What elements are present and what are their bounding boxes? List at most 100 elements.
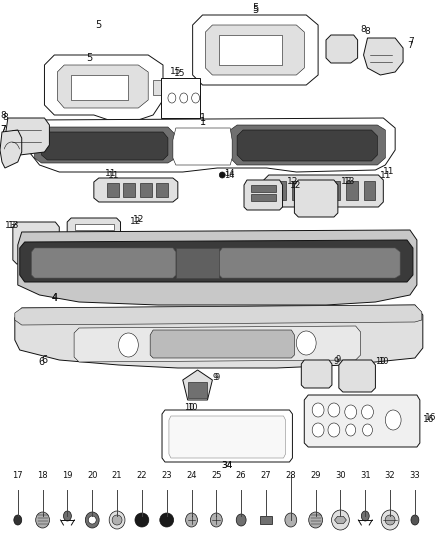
Text: 7: 7 — [0, 125, 6, 134]
Text: 30: 30 — [335, 471, 346, 480]
Ellipse shape — [297, 331, 316, 355]
Polygon shape — [260, 516, 272, 524]
Polygon shape — [275, 181, 286, 200]
Ellipse shape — [168, 93, 176, 103]
Polygon shape — [162, 410, 293, 462]
Polygon shape — [20, 240, 413, 282]
Polygon shape — [15, 305, 423, 368]
Polygon shape — [176, 248, 219, 278]
Polygon shape — [219, 35, 282, 65]
Text: 8: 8 — [360, 26, 367, 35]
Polygon shape — [205, 25, 304, 75]
Polygon shape — [173, 128, 232, 165]
Text: 14: 14 — [224, 171, 234, 180]
Polygon shape — [156, 183, 168, 197]
Text: 1: 1 — [199, 113, 205, 123]
Polygon shape — [339, 360, 375, 392]
Polygon shape — [335, 516, 346, 523]
Polygon shape — [183, 370, 212, 400]
Text: 14: 14 — [224, 168, 234, 177]
Polygon shape — [107, 183, 119, 197]
Text: 7: 7 — [0, 125, 6, 134]
Ellipse shape — [35, 512, 49, 528]
Polygon shape — [264, 175, 383, 207]
Polygon shape — [32, 248, 176, 278]
Ellipse shape — [109, 511, 125, 529]
Ellipse shape — [309, 512, 322, 528]
Polygon shape — [18, 230, 417, 305]
Text: 9: 9 — [213, 374, 218, 383]
Polygon shape — [94, 178, 178, 202]
Text: 6: 6 — [42, 355, 47, 365]
Ellipse shape — [160, 513, 173, 527]
Ellipse shape — [411, 515, 419, 525]
Polygon shape — [74, 326, 360, 362]
Text: 18: 18 — [37, 471, 48, 480]
Polygon shape — [153, 80, 168, 95]
Polygon shape — [161, 78, 200, 118]
Polygon shape — [346, 181, 357, 200]
Ellipse shape — [361, 511, 369, 521]
Ellipse shape — [312, 423, 324, 437]
Ellipse shape — [332, 510, 350, 530]
Polygon shape — [75, 242, 113, 248]
Text: 28: 28 — [286, 471, 296, 480]
Ellipse shape — [385, 515, 395, 525]
Text: 4: 4 — [51, 293, 57, 303]
Text: 11: 11 — [383, 167, 395, 176]
Text: 13: 13 — [5, 221, 17, 230]
Text: 7: 7 — [407, 41, 413, 50]
Ellipse shape — [312, 403, 324, 417]
Polygon shape — [140, 183, 152, 197]
Ellipse shape — [385, 410, 401, 430]
Text: 10: 10 — [184, 403, 195, 413]
Text: 26: 26 — [236, 471, 247, 480]
Ellipse shape — [210, 513, 222, 527]
Text: 5: 5 — [252, 3, 258, 13]
Text: 4: 4 — [51, 293, 57, 303]
Text: 19: 19 — [62, 471, 73, 480]
Polygon shape — [230, 125, 385, 165]
Polygon shape — [57, 65, 148, 108]
Text: 16: 16 — [425, 414, 436, 423]
Polygon shape — [124, 183, 135, 197]
Polygon shape — [5, 118, 49, 155]
Polygon shape — [364, 181, 375, 200]
Text: 6: 6 — [39, 357, 45, 367]
Text: 10: 10 — [375, 358, 385, 367]
Text: 9: 9 — [335, 356, 340, 365]
Ellipse shape — [119, 333, 138, 357]
Polygon shape — [71, 75, 128, 100]
Polygon shape — [188, 382, 208, 398]
Ellipse shape — [14, 515, 22, 525]
Polygon shape — [293, 181, 304, 200]
Text: 8: 8 — [2, 114, 8, 123]
Text: 5: 5 — [95, 20, 102, 30]
Text: 1: 1 — [199, 117, 205, 127]
Ellipse shape — [381, 510, 399, 530]
Polygon shape — [75, 234, 113, 240]
Ellipse shape — [88, 516, 96, 524]
Polygon shape — [193, 15, 318, 85]
Polygon shape — [35, 127, 176, 163]
Text: 21: 21 — [112, 471, 122, 480]
Text: 29: 29 — [311, 471, 321, 480]
Polygon shape — [326, 35, 357, 63]
Text: 27: 27 — [261, 471, 271, 480]
Polygon shape — [301, 360, 332, 388]
Text: 11: 11 — [105, 168, 117, 177]
Polygon shape — [150, 330, 294, 358]
Text: 32: 32 — [385, 471, 396, 480]
Polygon shape — [0, 130, 22, 168]
Text: 17: 17 — [12, 471, 23, 480]
Text: 15: 15 — [174, 69, 186, 78]
Polygon shape — [364, 38, 403, 75]
Polygon shape — [169, 416, 286, 458]
Text: 12: 12 — [290, 181, 301, 190]
Text: 7: 7 — [408, 37, 414, 46]
Ellipse shape — [328, 423, 340, 437]
Ellipse shape — [236, 514, 246, 526]
Text: 31: 31 — [360, 471, 371, 480]
Text: 34: 34 — [222, 461, 233, 470]
Text: 5: 5 — [86, 53, 92, 63]
